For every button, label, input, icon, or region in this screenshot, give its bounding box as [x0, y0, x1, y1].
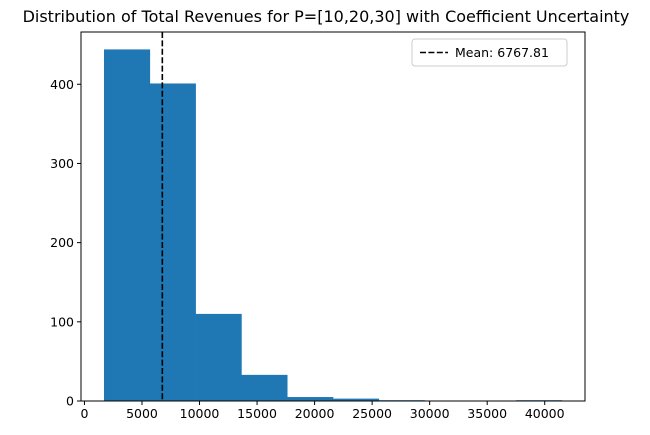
y-tick-label: 0 [66, 394, 74, 409]
legend-mean-label: Mean: 6767.81 [455, 45, 549, 60]
histogram-bar [195, 313, 242, 401]
x-tick-label: 0 [80, 406, 88, 421]
x-tick-label: 40000 [525, 406, 565, 421]
histogram-bar [149, 83, 196, 401]
legend: Mean: 6767.81 [411, 38, 568, 67]
legend-frame [411, 38, 568, 67]
plot-frame [80, 31, 586, 402]
y-tick-label: 300 [50, 156, 74, 171]
x-tick-label: 5000 [126, 406, 158, 421]
x-tick-label: 15000 [237, 406, 277, 421]
x-tick-label: 25000 [352, 406, 392, 421]
x-tick-label: 20000 [295, 406, 335, 421]
bars-layer [104, 49, 563, 402]
histogram-bar [287, 397, 334, 401]
y-tick-label: 200 [50, 235, 74, 250]
axes-layer: 0 5000 10000 15000 20000 25000 30000 35000 40000… [50, 31, 586, 421]
x-tick-label: 30000 [410, 406, 450, 421]
histogram-bar [104, 49, 151, 402]
chart-title: Distribution of Total Revenues for P=[10… [23, 7, 630, 26]
histogram-bar [241, 374, 288, 401]
x-tick-label: 35000 [467, 406, 507, 421]
histogram-bar [333, 398, 380, 401]
y-tick-label: 400 [50, 77, 74, 92]
x-tick-label: 10000 [180, 406, 220, 421]
y-tick-label: 100 [50, 314, 74, 329]
